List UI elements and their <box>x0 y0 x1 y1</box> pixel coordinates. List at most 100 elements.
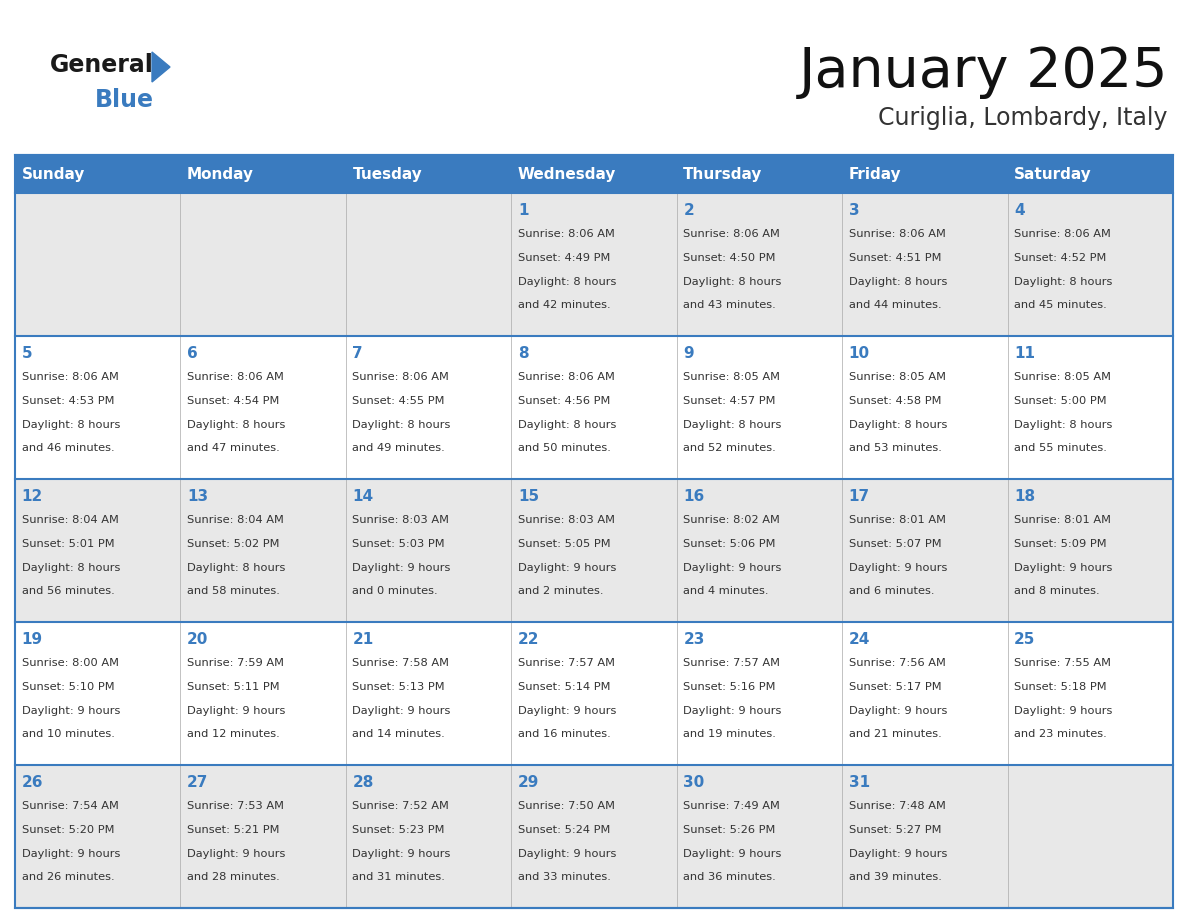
Text: Sunset: 4:53 PM: Sunset: 4:53 PM <box>21 396 114 406</box>
Text: Sunrise: 7:53 AM: Sunrise: 7:53 AM <box>187 801 284 812</box>
Text: and 46 minutes.: and 46 minutes. <box>21 443 114 453</box>
Text: Daylight: 9 hours: Daylight: 9 hours <box>683 706 782 716</box>
Text: Sunday: Sunday <box>21 166 86 182</box>
Text: Sunrise: 7:48 AM: Sunrise: 7:48 AM <box>848 801 946 812</box>
Text: Sunset: 5:21 PM: Sunset: 5:21 PM <box>187 825 279 835</box>
Text: 17: 17 <box>848 489 870 504</box>
Text: Sunset: 5:26 PM: Sunset: 5:26 PM <box>683 825 776 835</box>
Text: Thursday: Thursday <box>683 166 763 182</box>
Text: Daylight: 8 hours: Daylight: 8 hours <box>21 420 120 430</box>
Text: 25: 25 <box>1015 632 1036 647</box>
Text: Sunset: 4:52 PM: Sunset: 4:52 PM <box>1015 253 1106 263</box>
Text: 13: 13 <box>187 489 208 504</box>
Bar <box>15 155 1173 193</box>
Text: and 19 minutes.: and 19 minutes. <box>683 729 776 739</box>
Text: Sunset: 5:16 PM: Sunset: 5:16 PM <box>683 682 776 692</box>
Text: Daylight: 8 hours: Daylight: 8 hours <box>1015 420 1113 430</box>
Text: Daylight: 9 hours: Daylight: 9 hours <box>518 563 617 573</box>
Text: and 28 minutes.: and 28 minutes. <box>187 872 280 882</box>
Text: Sunset: 5:02 PM: Sunset: 5:02 PM <box>187 539 279 549</box>
Text: 12: 12 <box>21 489 43 504</box>
Text: 14: 14 <box>353 489 373 504</box>
Text: and 4 minutes.: and 4 minutes. <box>683 587 769 597</box>
Text: Daylight: 8 hours: Daylight: 8 hours <box>353 420 451 430</box>
Text: Sunrise: 7:58 AM: Sunrise: 7:58 AM <box>353 658 449 668</box>
Text: and 31 minutes.: and 31 minutes. <box>353 872 446 882</box>
Text: Daylight: 9 hours: Daylight: 9 hours <box>848 563 947 573</box>
Bar <box>346 765 511 908</box>
Text: Sunset: 4:58 PM: Sunset: 4:58 PM <box>848 396 941 406</box>
Text: 30: 30 <box>683 775 704 790</box>
Text: and 26 minutes.: and 26 minutes. <box>21 872 114 882</box>
Text: Wednesday: Wednesday <box>518 166 617 182</box>
Text: 4: 4 <box>1015 203 1025 218</box>
Text: and 39 minutes.: and 39 minutes. <box>848 872 942 882</box>
Text: 2: 2 <box>683 203 694 218</box>
Text: Daylight: 8 hours: Daylight: 8 hours <box>187 420 285 430</box>
Text: 1: 1 <box>518 203 529 218</box>
Text: Sunset: 5:20 PM: Sunset: 5:20 PM <box>21 825 114 835</box>
Text: Daylight: 9 hours: Daylight: 9 hours <box>353 706 451 716</box>
Text: Sunrise: 8:06 AM: Sunrise: 8:06 AM <box>1015 230 1111 240</box>
Text: Daylight: 8 hours: Daylight: 8 hours <box>683 276 782 286</box>
Text: Sunset: 5:01 PM: Sunset: 5:01 PM <box>21 539 114 549</box>
Text: Daylight: 9 hours: Daylight: 9 hours <box>848 706 947 716</box>
Bar <box>15 765 181 908</box>
Text: 23: 23 <box>683 632 704 647</box>
Text: 9: 9 <box>683 346 694 361</box>
Bar <box>511 479 677 622</box>
Text: 19: 19 <box>21 632 43 647</box>
Polygon shape <box>152 52 170 82</box>
Bar <box>677 622 842 765</box>
Text: Daylight: 8 hours: Daylight: 8 hours <box>1015 276 1113 286</box>
Text: Sunset: 5:27 PM: Sunset: 5:27 PM <box>848 825 941 835</box>
Text: 8: 8 <box>518 346 529 361</box>
Text: Sunrise: 7:49 AM: Sunrise: 7:49 AM <box>683 801 781 812</box>
Text: and 56 minutes.: and 56 minutes. <box>21 587 114 597</box>
Text: Daylight: 9 hours: Daylight: 9 hours <box>187 706 285 716</box>
Text: Sunset: 5:23 PM: Sunset: 5:23 PM <box>353 825 446 835</box>
Text: and 44 minutes.: and 44 minutes. <box>848 300 941 310</box>
Text: and 43 minutes.: and 43 minutes. <box>683 300 776 310</box>
Bar <box>842 193 1007 336</box>
Bar <box>15 336 181 479</box>
Text: Sunrise: 7:52 AM: Sunrise: 7:52 AM <box>353 801 449 812</box>
Text: and 33 minutes.: and 33 minutes. <box>518 872 611 882</box>
Text: Sunrise: 8:05 AM: Sunrise: 8:05 AM <box>848 373 946 383</box>
Text: Sunset: 5:05 PM: Sunset: 5:05 PM <box>518 539 611 549</box>
Text: Sunset: 5:24 PM: Sunset: 5:24 PM <box>518 825 611 835</box>
Text: Daylight: 8 hours: Daylight: 8 hours <box>683 420 782 430</box>
Text: and 58 minutes.: and 58 minutes. <box>187 587 280 597</box>
Bar <box>181 479 346 622</box>
Text: Sunrise: 8:06 AM: Sunrise: 8:06 AM <box>21 373 119 383</box>
Text: Blue: Blue <box>95 88 154 112</box>
Text: and 14 minutes.: and 14 minutes. <box>353 729 446 739</box>
Text: Sunset: 4:50 PM: Sunset: 4:50 PM <box>683 253 776 263</box>
Bar <box>1007 765 1173 908</box>
Text: Sunrise: 8:05 AM: Sunrise: 8:05 AM <box>683 373 781 383</box>
Text: Daylight: 9 hours: Daylight: 9 hours <box>1015 706 1113 716</box>
Text: 6: 6 <box>187 346 197 361</box>
Text: 18: 18 <box>1015 489 1035 504</box>
Text: Daylight: 9 hours: Daylight: 9 hours <box>848 848 947 858</box>
Text: and 42 minutes.: and 42 minutes. <box>518 300 611 310</box>
Bar <box>346 622 511 765</box>
Text: 29: 29 <box>518 775 539 790</box>
Bar <box>842 479 1007 622</box>
Text: Sunset: 5:18 PM: Sunset: 5:18 PM <box>1015 682 1107 692</box>
Bar <box>346 193 511 336</box>
Text: Daylight: 8 hours: Daylight: 8 hours <box>187 563 285 573</box>
Text: Sunrise: 8:01 AM: Sunrise: 8:01 AM <box>1015 516 1111 525</box>
Text: and 55 minutes.: and 55 minutes. <box>1015 443 1107 453</box>
Bar <box>842 336 1007 479</box>
Bar <box>842 765 1007 908</box>
Text: 31: 31 <box>848 775 870 790</box>
Text: Daylight: 9 hours: Daylight: 9 hours <box>353 563 451 573</box>
Text: 28: 28 <box>353 775 374 790</box>
Text: 22: 22 <box>518 632 539 647</box>
Text: Sunrise: 8:06 AM: Sunrise: 8:06 AM <box>353 373 449 383</box>
Text: 7: 7 <box>353 346 364 361</box>
Text: Sunrise: 8:04 AM: Sunrise: 8:04 AM <box>187 516 284 525</box>
Text: Sunset: 5:03 PM: Sunset: 5:03 PM <box>353 539 446 549</box>
Bar <box>15 479 181 622</box>
